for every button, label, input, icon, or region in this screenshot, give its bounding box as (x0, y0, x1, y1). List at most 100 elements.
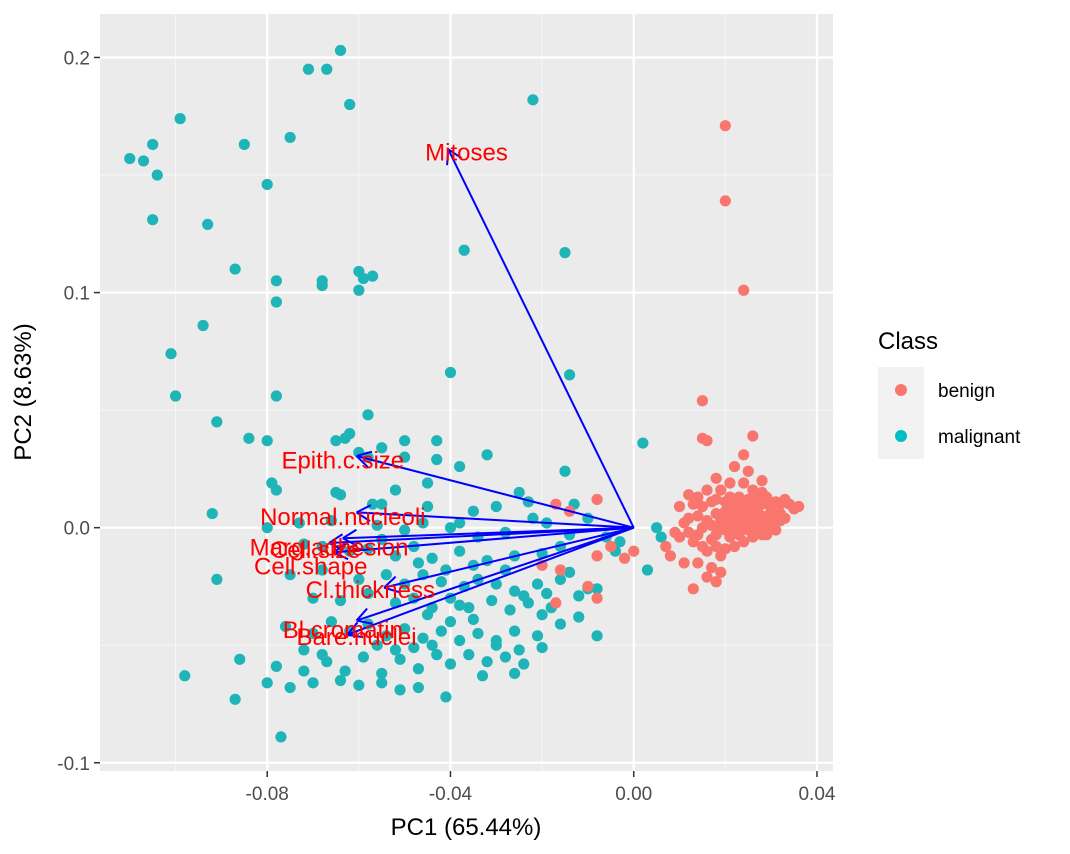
point-benign (701, 545, 713, 557)
point-malignant (399, 451, 411, 463)
legend-dot-benign (895, 384, 907, 396)
point-malignant (513, 486, 525, 499)
point-benign (715, 566, 727, 578)
point-benign (683, 489, 695, 501)
arrow-head (328, 533, 344, 544)
loading-label-Bare.nuclei: Bare.nuclei (297, 624, 417, 651)
point-benign (660, 540, 672, 553)
point-benign (701, 484, 713, 496)
point-benign (747, 430, 759, 442)
point-malignant (316, 564, 328, 576)
point-malignant (454, 545, 466, 557)
point-malignant (362, 409, 374, 421)
point-malignant (211, 416, 223, 428)
point-malignant (458, 244, 470, 256)
point-malignant (476, 670, 489, 682)
legend-label-benign: benign (938, 381, 995, 402)
point-benign (747, 519, 759, 531)
point-malignant (334, 674, 347, 687)
point-benign (710, 472, 722, 484)
arrow-shaft (356, 511, 634, 529)
point-malignant (206, 507, 218, 520)
point-malignant (412, 681, 424, 694)
point-malignant (513, 644, 525, 656)
point-benign (687, 583, 699, 595)
point-malignant (421, 609, 434, 621)
point-malignant (234, 653, 246, 665)
x-tick-label: 0.04 (798, 784, 835, 805)
point-benign (710, 576, 722, 588)
point-benign (728, 460, 741, 473)
point-benign (719, 120, 731, 132)
point-malignant (307, 592, 319, 604)
point-benign (738, 536, 750, 548)
legend-dot-malignant (895, 430, 907, 442)
point-benign (591, 493, 603, 506)
point-malignant (293, 517, 305, 529)
y-axis-title: PC2 (8.63%) (10, 323, 37, 460)
point-malignant (353, 679, 365, 691)
point-malignant (559, 247, 571, 259)
arrow-Bl.cromatin (355, 526, 635, 625)
point-benign (696, 432, 709, 444)
point-malignant (147, 214, 159, 226)
point-malignant (440, 691, 452, 703)
point-malignant (509, 585, 521, 597)
loading-label-Cl.thickness: Cl.thickness (306, 577, 435, 604)
point-malignant (229, 263, 241, 275)
point-malignant (408, 641, 420, 654)
point-malignant (554, 618, 567, 630)
point-benign (591, 592, 603, 604)
point-benign (696, 522, 709, 534)
loading-label-Cell.shape: Cell.shape (254, 553, 367, 580)
arrow-Cell.shape (333, 526, 634, 561)
point-malignant (366, 270, 379, 282)
x-tick-label: -0.04 (429, 784, 473, 805)
point-benign (742, 507, 754, 520)
arrow-shaft (333, 526, 634, 554)
point-malignant (435, 625, 447, 637)
point-malignant (321, 63, 333, 75)
y-axis-ticks: -0.1 0.0 0.1 0.2 (57, 48, 100, 775)
loading-label-Bl.cromatin: Bl.cromatin (283, 617, 403, 644)
point-malignant (270, 660, 282, 672)
y-tick-label: 0.0 (64, 519, 90, 540)
point-malignant (284, 569, 296, 581)
arrow-Normal.nucleoli (356, 504, 634, 529)
point-malignant (284, 131, 296, 144)
point-benign (664, 550, 676, 562)
point-benign (738, 477, 750, 489)
point-malignant (389, 550, 402, 562)
point-malignant (490, 578, 502, 590)
point-benign (747, 484, 759, 496)
point-benign (550, 597, 562, 609)
point-malignant (463, 649, 475, 661)
point-malignant (394, 653, 406, 665)
point-benign (738, 498, 750, 510)
point-malignant (275, 731, 287, 743)
arrow-head (333, 551, 349, 561)
point-benign (618, 552, 631, 564)
point-malignant (339, 665, 351, 677)
point-malignant (325, 616, 337, 628)
point-malignant (651, 522, 663, 534)
point-malignant (490, 500, 502, 513)
point-malignant (467, 505, 479, 517)
point-benign (770, 524, 782, 536)
point-malignant (518, 590, 530, 602)
point-malignant (371, 519, 383, 531)
point-benign (696, 395, 709, 407)
y-tick-label: -0.1 (57, 754, 90, 775)
point-malignant (444, 658, 457, 670)
arrow-Mitoses (446, 148, 635, 529)
loading-label-Mitoses: Mitoses (425, 140, 508, 167)
loading-label-Cell.size: Cell.size (270, 537, 361, 564)
arrow-head (356, 504, 372, 514)
point-malignant (316, 540, 328, 553)
point-malignant (353, 284, 365, 296)
loading-label-Normal.nucleoli: Normal.nucleoli (260, 504, 425, 531)
arrow-head (342, 528, 357, 540)
arrow-shaft (347, 526, 635, 636)
point-malignant (371, 639, 383, 651)
